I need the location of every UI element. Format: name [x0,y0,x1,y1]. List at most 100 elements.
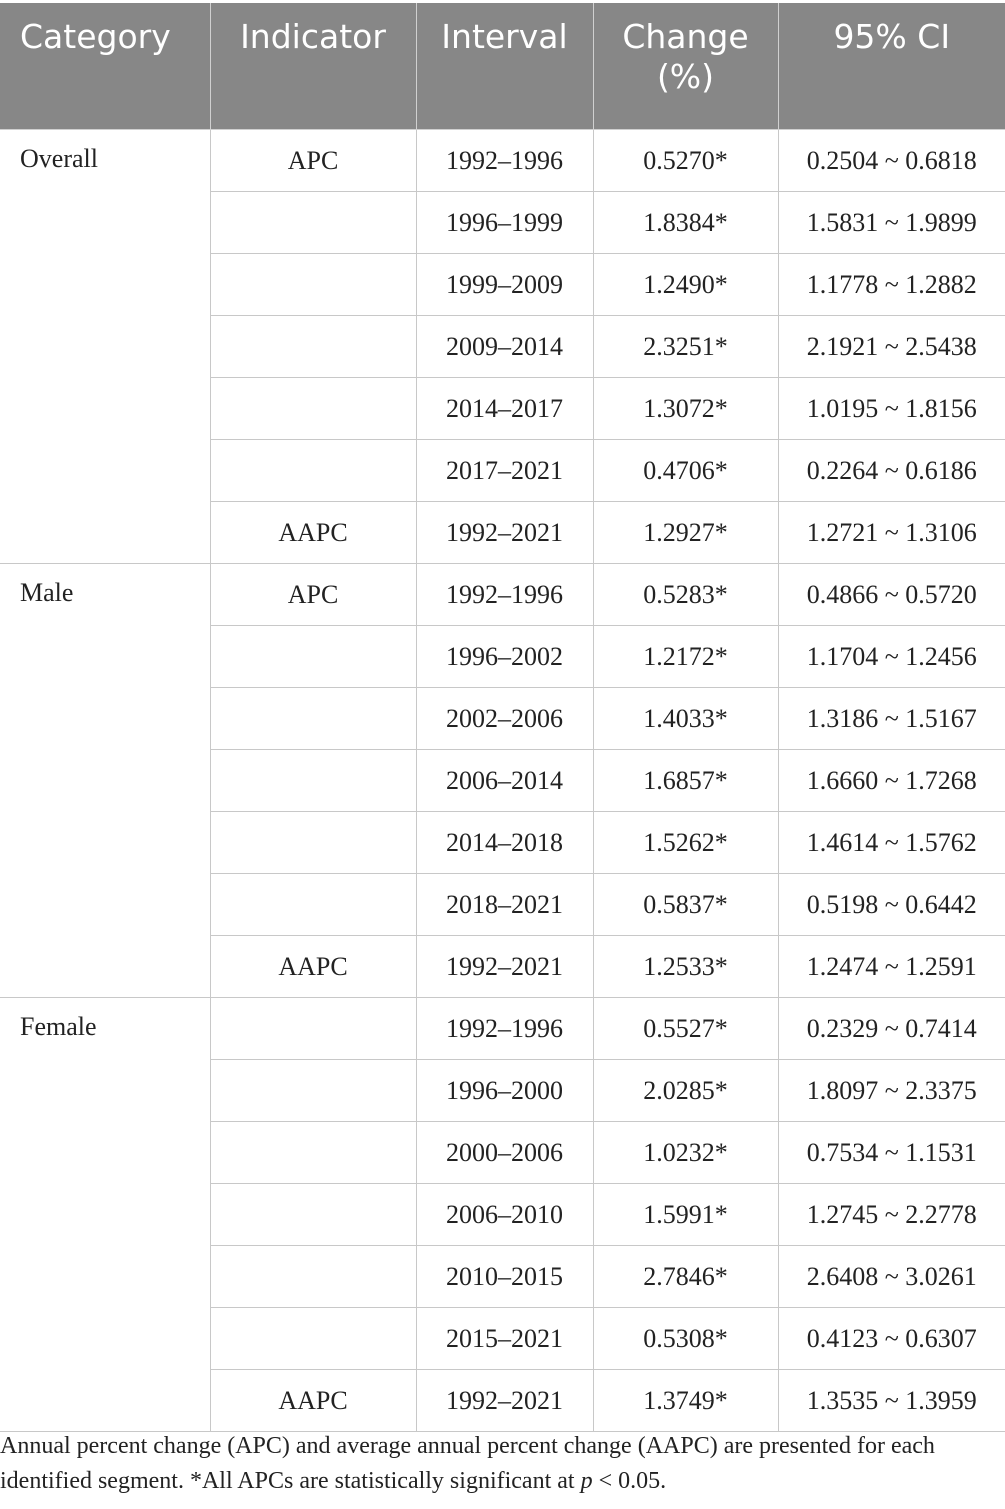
table-row: 2009–2014 2.3251* 2.1921 ~ 2.5438 [0,315,1005,378]
ci-cell: 1.2745 ~ 2.2778 [777,1183,1005,1246]
header-cell: Interval [415,3,594,130]
interval-cell: 2009–2014 [415,315,594,378]
change-cell: 1.4033* [592,687,779,750]
table-row: 2018–2021 0.5837* 0.5198 ~ 0.6442 [0,873,1005,936]
empty-cell [209,191,417,254]
change-cell: 1.2490* [592,253,779,316]
empty-cell [209,439,417,502]
ci-cell: 2.1921 ~ 2.5438 [777,315,1005,378]
empty-cell [209,253,417,316]
ci-cell: 2.6408 ~ 3.0261 [777,1245,1005,1308]
ci-cell: 0.4123 ~ 0.6307 [777,1307,1005,1370]
header-cell: Category [0,3,211,130]
interval-cell: 2002–2006 [415,687,594,750]
change-cell: 1.0232* [592,1121,779,1184]
interval-cell: 1992–2021 [415,935,594,998]
interval-cell: 1992–1996 [415,563,594,626]
table-row: 2006–2010 1.5991* 1.2745 ~ 2.2778 [0,1183,1005,1246]
indicator-cell: AAPC [209,501,417,564]
ci-cell: 1.3186 ~ 1.5167 [777,687,1005,750]
table-row: AAPC 1992–2021 1.2533* 1.2474 ~ 1.2591 [0,935,1005,998]
interval-cell: 1992–2021 [415,1369,594,1432]
ci-cell: 1.8097 ~ 2.3375 [777,1059,1005,1122]
interval-cell: 1992–2021 [415,501,594,564]
change-cell: 1.5991* [592,1183,779,1246]
empty-cell [209,1245,417,1308]
change-cell: 0.4706* [592,439,779,502]
interval-cell: 1996–2002 [415,625,594,688]
indicator-cell: APC [209,129,417,192]
ci-cell: 1.1778 ~ 1.2882 [777,253,1005,316]
ci-cell: 1.2721 ~ 1.3106 [777,501,1005,564]
change-cell: 1.2533* [592,935,779,998]
change-cell: 0.5308* [592,1307,779,1370]
change-cell: 2.7846* [592,1245,779,1308]
ci-cell: 0.2504 ~ 0.6818 [777,129,1005,192]
table-row: 1996–2002 1.2172* 1.1704 ~ 1.2456 [0,625,1005,688]
change-cell: 0.5270* [592,129,779,192]
category-cell: Male [0,563,211,998]
empty-cell [209,687,417,750]
ci-cell: 0.2264 ~ 0.6186 [777,439,1005,502]
footnote-tail: < 0.05. [592,1468,667,1494]
empty-cell [209,811,417,874]
table-row: 2010–2015 2.7846* 2.6408 ~ 3.0261 [0,1245,1005,1308]
change-cell: 0.5283* [592,563,779,626]
data-table: Category Indicator Interval Change (%) 95% C… [0,3,1005,1432]
table-body: Overall APC 1992–1996 0.5270* 0.2504 ~ 0.681… [0,129,1005,1432]
table-row: 2015–2021 0.5308* 0.4123 ~ 0.6307 [0,1307,1005,1370]
indicator-cell: APC [209,563,417,626]
empty-cell [209,1121,417,1184]
table-row: 2017–2021 0.4706* 0.2264 ~ 0.6186 [0,439,1005,502]
table-row: AAPC 1992–2021 1.3749* 1.3535 ~ 1.3959 [0,1369,1005,1432]
table-head: Category Indicator Interval Change (%) 95% C… [0,3,1005,130]
table-row: 2006–2014 1.6857* 1.6660 ~ 1.7268 [0,749,1005,812]
ci-cell: 1.5831 ~ 1.9899 [777,191,1005,254]
change-cell: 1.3072* [592,377,779,440]
empty-cell [209,1059,417,1122]
empty-cell [209,1183,417,1246]
table-row: 2000–2006 1.0232* 0.7534 ~ 1.1531 [0,1121,1005,1184]
header-cell: 95% CI [777,3,1005,130]
interval-cell: 2017–2021 [415,439,594,502]
empty-cell [209,873,417,936]
interval-cell: 2018–2021 [415,873,594,936]
table-row: 1999–2009 1.2490* 1.1778 ~ 1.2882 [0,253,1005,316]
ci-cell: 1.0195 ~ 1.8156 [777,377,1005,440]
footnote: Annual percent change (APC) and average … [0,1429,1000,1499]
empty-cell [209,997,417,1060]
table-row: Male APC 1992–1996 0.5283* 0.4866 ~ 0.5720 [0,563,1005,998]
change-cell: 1.2927* [592,501,779,564]
table-row: 2014–2017 1.3072* 1.0195 ~ 1.8156 [0,377,1005,440]
interval-cell: 2014–2018 [415,811,594,874]
change-cell: 1.6857* [592,749,779,812]
interval-cell: 1996–2000 [415,1059,594,1122]
footnote-italic: p [580,1468,593,1494]
interval-cell: 1996–1999 [415,191,594,254]
header-row: Category Indicator Interval Change (%) 95% C… [0,3,1005,130]
indicator-cell: AAPC [209,935,417,998]
interval-cell: 1992–1996 [415,129,594,192]
category-cell: Overall [0,129,211,564]
empty-cell [209,749,417,812]
category-cell: Female [0,997,211,1432]
empty-cell [209,1307,417,1370]
header-cell: Change (%) [592,3,779,130]
empty-cell [209,625,417,688]
ci-cell: 0.4866 ~ 0.5720 [777,563,1005,626]
interval-cell: 2014–2017 [415,377,594,440]
ci-cell: 1.2474 ~ 1.2591 [777,935,1005,998]
ci-cell: 0.2329 ~ 0.7414 [777,997,1005,1060]
change-cell: 0.5527* [592,997,779,1060]
interval-cell: 1992–1996 [415,997,594,1060]
change-cell: 0.5837* [592,873,779,936]
table-row: Female 1992–1996 0.5527* 0.2329 ~ 0.7414 [0,997,1005,1432]
ci-cell: 1.3535 ~ 1.3959 [777,1369,1005,1432]
interval-cell: 2000–2006 [415,1121,594,1184]
header-cell: Indicator [209,3,417,130]
change-cell: 2.3251* [592,315,779,378]
ci-cell: 1.4614 ~ 1.5762 [777,811,1005,874]
ci-cell: 0.7534 ~ 1.1531 [777,1121,1005,1184]
